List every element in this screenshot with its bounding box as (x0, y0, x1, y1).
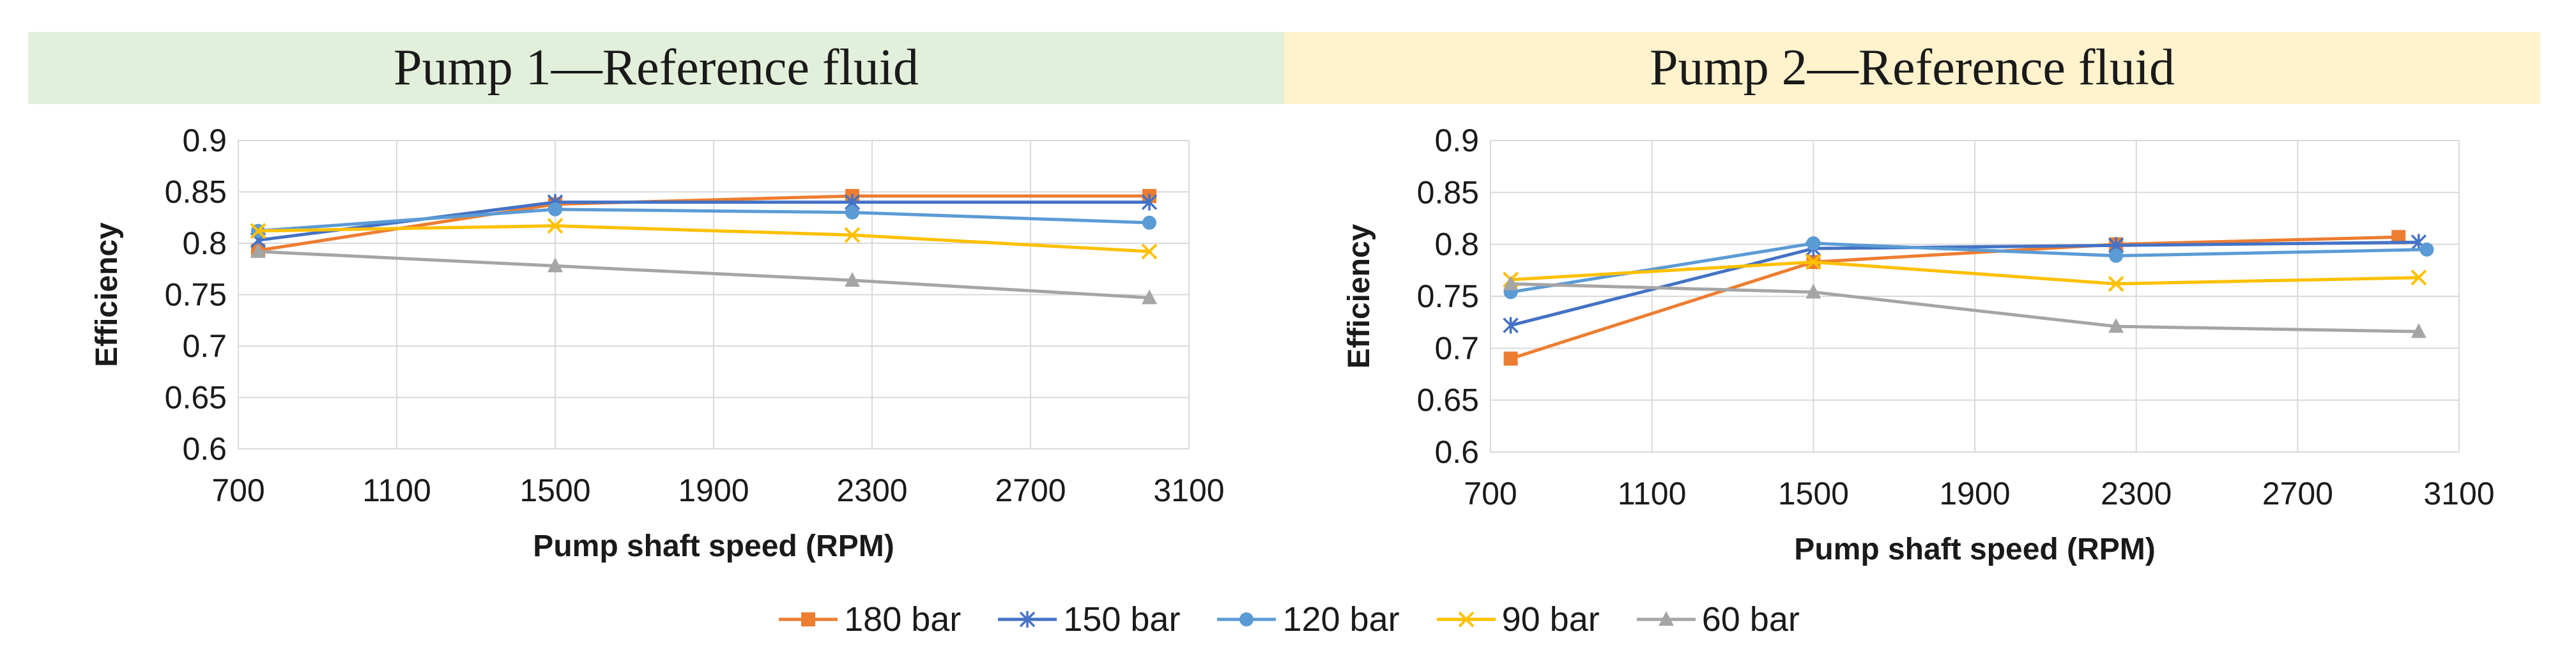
legend-marker (801, 612, 816, 626)
legend-item-60-bar: 60 bar (1634, 600, 1800, 639)
data-point-60-bar (1142, 289, 1157, 305)
series-line-120-bar (1510, 241, 2427, 294)
x-axis-title: Pump shaft speed (RPM) (1794, 533, 2155, 566)
series-line-90-bar (1510, 260, 2419, 285)
series-line-60-bar (1510, 282, 2419, 333)
legend-item-180-bar: 180 bar (776, 600, 961, 639)
data-point-60-bar (1805, 284, 1821, 299)
legend-swatch-180-bar (779, 612, 838, 626)
chart-legend: 180 bar 150 bar 120 bar 90 bar 60 bar (0, 594, 2576, 645)
legend-item-120-bar: 120 bar (1215, 600, 1400, 639)
gridlines (1490, 140, 2460, 453)
x-tick-label: 700 (1464, 476, 1517, 511)
data-point-90-bar (2108, 276, 2124, 292)
data-point-120-bar (548, 202, 562, 216)
pump2-chart-title: Pump 2—Reference fluid (1650, 40, 2175, 96)
y-tick-label: 0.8 (1434, 227, 1479, 262)
data-point-90-bar (1141, 243, 1158, 260)
legend-swatch-60-bar (1636, 611, 1696, 626)
x-tick-label: 2300 (836, 473, 907, 508)
legend-marker (1020, 611, 1036, 628)
y-axis-title: Efficiency (1342, 223, 1376, 368)
gridlines (238, 140, 1190, 450)
legend-label: 180 bar (844, 600, 962, 639)
data-point-120-bar (2419, 242, 2434, 257)
pump1-efficiency-chart: 700 1100 1500 1900 2300 2700 3100 0.6 0.65 0.7 0.7… (90, 123, 1225, 563)
legend-label: 120 bar (1282, 600, 1400, 639)
data-point-120-bar (845, 205, 859, 220)
y-tick-label: 0.7 (182, 328, 227, 364)
x-tick-label: 1500 (519, 473, 590, 508)
legend-item-150-bar: 150 bar (995, 600, 1180, 639)
legend-item-90-bar: 90 bar (1434, 600, 1600, 639)
series-line-120-bar (257, 208, 1150, 233)
legend-swatch-90-bar (1436, 611, 1496, 628)
series-90-bar (1503, 254, 2427, 292)
y-tick-label: 0.6 (182, 431, 227, 467)
legend-marker (1239, 612, 1254, 626)
x-tick-label: 2300 (2101, 476, 2172, 511)
pump1-title-banner: Pump 1—Reference fluid (28, 32, 1284, 104)
x-tick-label: 1900 (678, 473, 749, 508)
legend-label: 150 bar (1063, 600, 1181, 639)
series-60-bar (1503, 275, 2426, 338)
x-tick-label: 1100 (1618, 476, 1687, 511)
data-point-180-bar (1503, 351, 1518, 366)
data-point-60-bar (548, 257, 563, 273)
data-point-60-bar (250, 243, 266, 258)
legend-swatch-150-bar (998, 611, 1057, 628)
y-axis-title: Efficiency (90, 222, 124, 367)
data-point-60-bar (2411, 323, 2426, 338)
pump2-title-banner: Pump 2—Reference fluid (1284, 32, 2540, 104)
y-tick-label: 0.85 (165, 174, 227, 210)
x-tick-label: 3100 (2423, 476, 2494, 511)
y-tick-label: 0.6 (1434, 434, 1479, 470)
y-tick-label: 0.9 (182, 123, 227, 158)
y-tick-label: 0.75 (1417, 278, 1479, 314)
x-tick-label: 1900 (1939, 476, 2010, 511)
data-point-120-bar (1806, 236, 1821, 251)
pump1-chart-title: Pump 1—Reference fluid (394, 40, 919, 96)
y-tick-label: 0.85 (1417, 174, 1479, 210)
legend-swatch-120-bar (1217, 612, 1276, 626)
pump2-efficiency-chart: 700 1100 1500 1900 2300 2700 3100 0.6 0.65 0.7 0.7… (1342, 123, 2495, 566)
data-point-120-bar (1142, 215, 1156, 230)
data-point-150-bar (1141, 193, 1158, 211)
legend-marker (1458, 611, 1475, 628)
legend-label: 60 bar (1701, 600, 1800, 639)
data-point-60-bar (2108, 318, 2124, 333)
x-axis-title: Pump shaft speed (RPM) (533, 529, 894, 563)
data-point-90-bar (844, 227, 861, 243)
y-tick-label: 0.65 (165, 380, 227, 416)
data-point-60-bar (1503, 275, 1519, 291)
y-tick-label: 0.65 (1417, 382, 1479, 418)
series-90-bar (250, 218, 1158, 260)
x-tick-label: 2700 (995, 473, 1066, 508)
data-point-150-bar (1503, 317, 1519, 334)
series-120-bar (251, 202, 1156, 238)
data-point-90-bar (2411, 269, 2427, 286)
data-point-90-bar (1805, 254, 1821, 270)
series-60-bar (250, 243, 1157, 305)
y-tick-label: 0.8 (182, 225, 227, 261)
y-tick-label: 0.75 (165, 277, 227, 313)
data-point-90-bar (250, 223, 266, 239)
y-tick-label: 0.9 (1434, 123, 1479, 158)
data-point-120-bar (2109, 248, 2124, 263)
series-line-180-bar (1510, 235, 2399, 360)
data-point-90-bar (547, 218, 564, 234)
y-tick-label: 0.7 (1434, 330, 1479, 366)
data-point-60-bar (845, 271, 860, 287)
x-tick-label: 1500 (1778, 476, 1849, 511)
data-point-180-bar (2391, 230, 2406, 245)
series-line-90-bar (257, 224, 1150, 254)
x-tick-label: 3100 (1153, 473, 1224, 508)
legend-marker (1658, 611, 1674, 626)
x-tick-label: 700 (211, 473, 264, 508)
x-tick-label: 2700 (2262, 476, 2333, 511)
x-tick-label: 1100 (362, 473, 431, 508)
series-line-60-bar (257, 250, 1150, 299)
legend-label: 90 bar (1501, 600, 1600, 639)
